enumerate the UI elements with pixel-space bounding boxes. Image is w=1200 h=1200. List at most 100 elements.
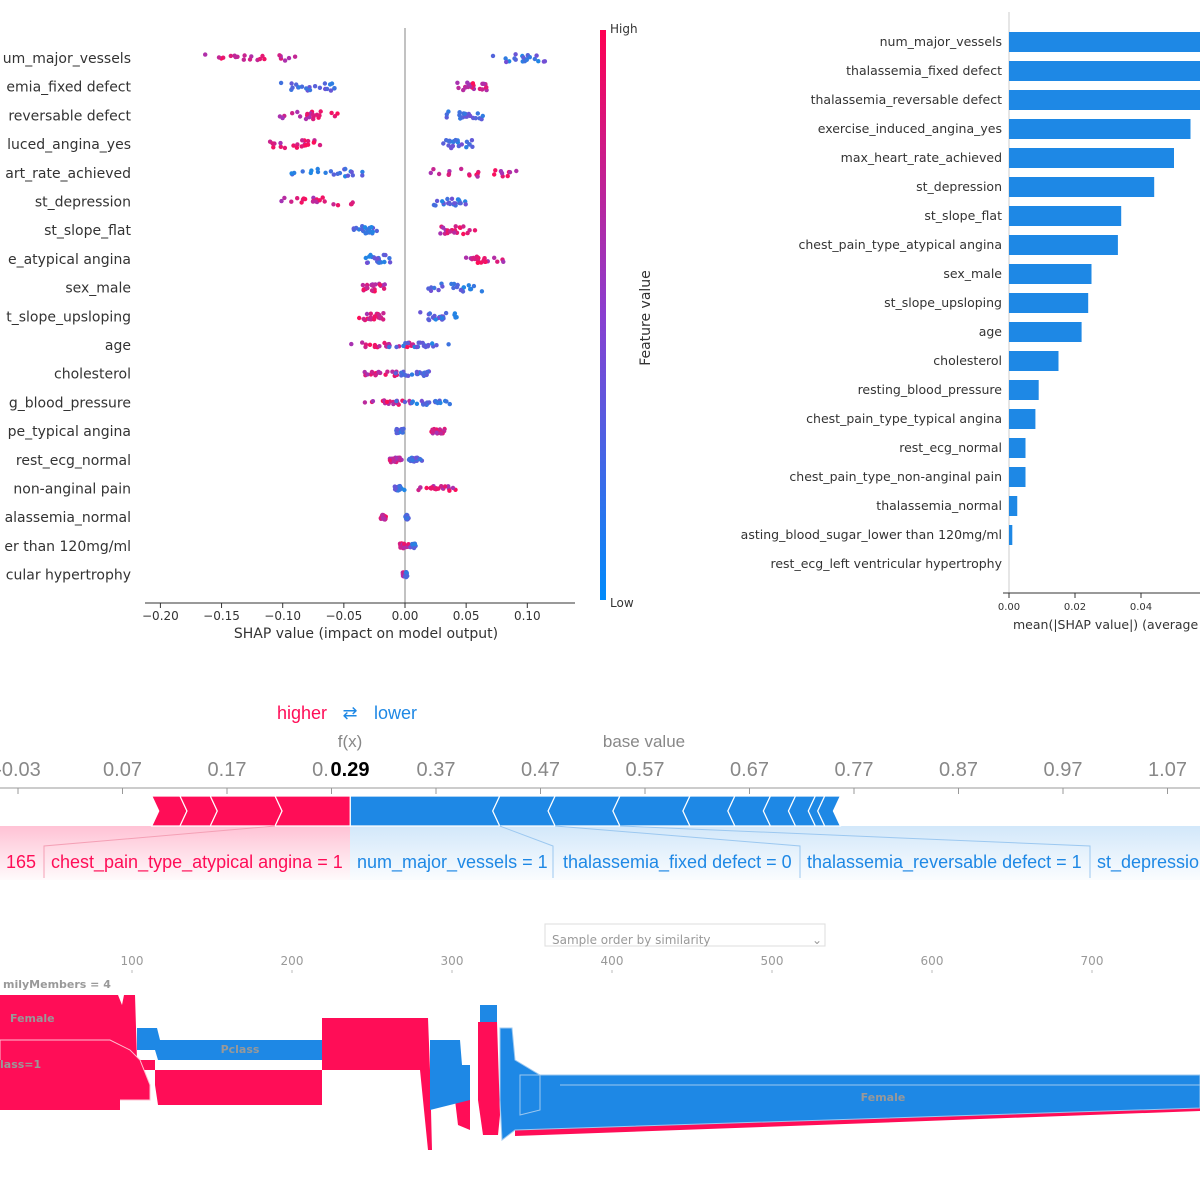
shap-point-high (461, 224, 466, 229)
x-tick-label: 0.00 (392, 609, 419, 623)
shap-point-low (447, 201, 453, 207)
high-fade (0, 826, 350, 880)
shap-point-high (271, 145, 276, 150)
shap-point-low (343, 166, 348, 172)
shap-point-low (419, 398, 424, 404)
shap-point-low (360, 173, 365, 178)
shap-point-high (380, 512, 385, 518)
shap-point-low (364, 260, 370, 265)
shap-point-high (436, 171, 442, 177)
feature-label: er than 120mg/ml (4, 539, 131, 555)
shap-point-high (431, 167, 436, 172)
high-region (515, 1108, 1200, 1136)
shap-point-high (450, 485, 456, 491)
shap-point-low (329, 81, 335, 86)
x-tick-label: 0.77 (835, 759, 874, 781)
shap-point-low (404, 574, 409, 579)
feature-label: g_blood_pressure (9, 395, 131, 411)
x-tick-label: −0.10 (264, 609, 301, 623)
shap-point-low (394, 344, 399, 350)
shap-point-high (480, 87, 485, 92)
shap-point-high (300, 138, 305, 143)
shap-point-low (300, 169, 305, 174)
bar (1009, 322, 1082, 342)
shap-point-low (430, 341, 435, 346)
shap-point-low (534, 53, 539, 58)
shap-point-low (324, 86, 330, 92)
shap-point-low (307, 87, 313, 93)
shap-point-high (367, 342, 373, 347)
shap-point-low (479, 289, 485, 294)
shap-point-low (397, 484, 402, 489)
shap-point-high (247, 57, 253, 62)
feature-label: cular hypertrophy (6, 568, 131, 584)
shap-point-low (513, 52, 518, 57)
x-tick-label: 0.57 (626, 759, 665, 781)
feature-label: um_major_vessels (3, 51, 131, 67)
sample-order-dropdown[interactable] (544, 923, 826, 947)
shap-point-high (480, 81, 485, 87)
shap-point-high (294, 145, 300, 150)
shap-point-high (305, 138, 311, 144)
feature-label: rest_ecg_normal (16, 453, 131, 469)
shap-point-low (414, 369, 420, 375)
shap-point-high (452, 230, 457, 235)
shap-point-high (505, 173, 510, 179)
shap-point-high (233, 54, 238, 60)
shap-point-low (402, 487, 407, 493)
shap-point-high (257, 56, 263, 62)
x-tick-label: 700 (1081, 954, 1104, 968)
shap-point-low (322, 81, 328, 86)
x-tick-label: 0.37 (417, 759, 456, 781)
category-label: cholesterol (933, 353, 1002, 368)
low-fade (350, 826, 1200, 880)
force-feature-label: st_depressio (1097, 852, 1199, 873)
label-connector (43, 825, 276, 878)
shap-point-high (436, 486, 441, 491)
shap-point-low (439, 315, 445, 321)
shap-point-low (332, 86, 337, 91)
shap-point-low (459, 142, 464, 147)
shap-point-low (387, 256, 392, 261)
category-label: thalassemia_normal (876, 498, 1002, 513)
feature-label: cholesterol (54, 367, 131, 383)
category-label: chest_pain_type_atypical angina (799, 237, 1002, 252)
shap-point-low (464, 145, 469, 150)
shap-point-high (432, 486, 437, 491)
x-ticks: -0.03 0.07 0.17 0. 0.37 0.47 0.57 0.67 0.77 0.87 0… (0, 759, 1187, 794)
shap-point-high (402, 545, 407, 550)
shap-point-low (412, 542, 417, 547)
shap-point-low (504, 59, 509, 65)
shap-point-low (450, 143, 456, 149)
x-tick-label: 0.67 (730, 759, 769, 781)
shap-point-low (536, 59, 541, 64)
shap-point-high (493, 168, 498, 173)
shap-point-high (329, 110, 334, 116)
shap-point-low (469, 138, 475, 143)
shap-point-high (307, 115, 312, 120)
shap-point-high (370, 283, 376, 288)
shap-point-high (428, 170, 433, 176)
low-region (519, 1074, 541, 1116)
shap-point-high (447, 488, 452, 493)
shap-point-high (279, 198, 284, 204)
bar (1009, 148, 1174, 168)
x-tick-label: 0.00 (998, 602, 1020, 613)
shap-point-high (317, 198, 322, 203)
shap-point-low (440, 284, 445, 289)
shap-point-high (418, 485, 423, 490)
shap-point-low (350, 173, 355, 178)
bar (1009, 380, 1039, 400)
x-tick-label: 500 (761, 954, 784, 968)
low-region (137, 1028, 322, 1060)
force-segment-low (817, 795, 842, 827)
shap-point-low (455, 197, 461, 202)
category-label: asting_blood_sugar_lower than 120mg/ml (741, 527, 1002, 542)
shap-point-high (397, 457, 402, 462)
shap-point-high (475, 174, 480, 179)
force-feature-label: thalassemia_reversable defect = 1 (807, 852, 1082, 873)
x-tick-label: 300 (441, 954, 464, 968)
shap-point-high (348, 202, 354, 207)
x-tick-label: 0.02 (1064, 602, 1086, 613)
shap-point-low (363, 231, 368, 236)
